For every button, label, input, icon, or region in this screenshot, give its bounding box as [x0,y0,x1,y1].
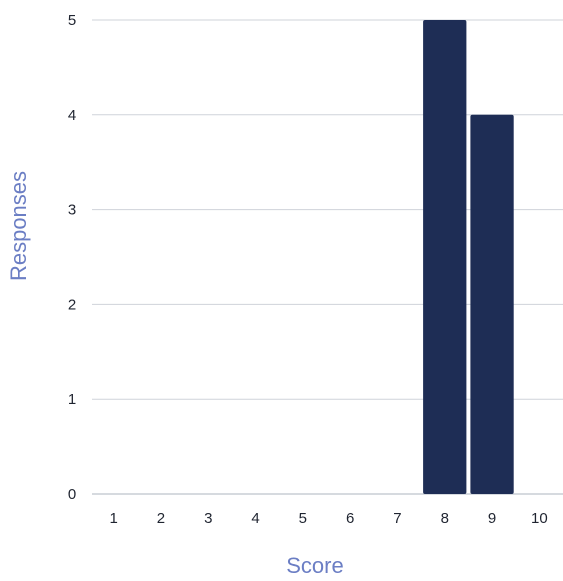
x-tick-label-2: 2 [157,510,165,527]
x-tick-label-8: 8 [441,510,449,527]
y-tick-label-5: 5 [68,12,76,29]
y-tick-label-2: 2 [68,296,76,313]
x-tick-label-9: 9 [488,510,496,527]
x-tick-label-3: 3 [204,510,212,527]
x-tick-label-7: 7 [393,510,401,527]
y-tick-label-1: 1 [68,391,76,408]
y-tick-label-3: 3 [68,202,76,219]
x-tick-labels: 1 2 3 4 5 6 7 8 9 10 [109,510,547,527]
x-tick-label-6: 6 [346,510,354,527]
bars [423,20,514,495]
x-tick-label-4: 4 [251,510,259,527]
x-tick-label-5: 5 [299,510,307,527]
y-tick-label-4: 4 [68,107,76,124]
x-tick-label-1: 1 [109,510,117,527]
x-tick-label-10: 10 [531,510,548,527]
x-axis-title: Score [286,553,343,578]
bar-score-9 [470,114,514,495]
y-tick-labels: 0 1 2 3 4 5 [68,12,76,503]
y-tick-label-0: 0 [68,486,76,503]
bar-score-8 [423,20,467,494]
y-axis-title: Responses [6,171,31,281]
